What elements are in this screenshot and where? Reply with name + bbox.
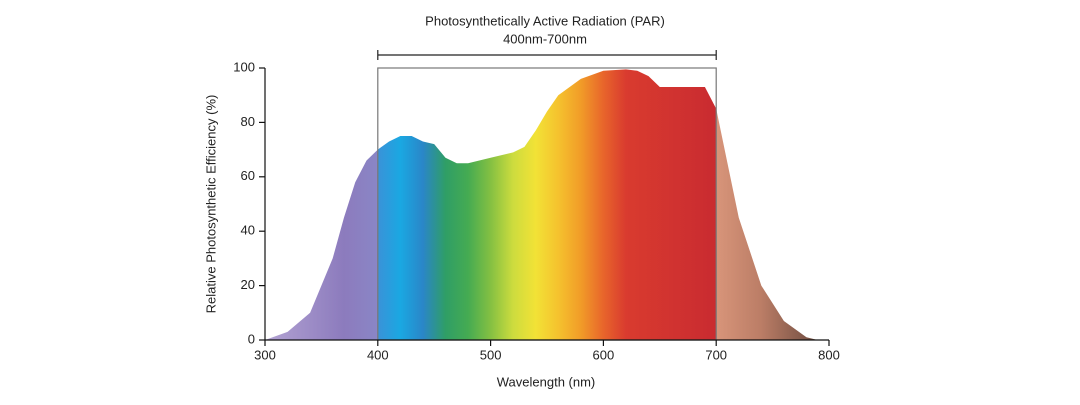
y-axis-label: Relative Photosynthetic Efficiency (%) [203,95,218,314]
annotation-title: Photosynthetically Active Radiation (PAR… [425,13,665,28]
y-tick-label: 60 [241,168,255,183]
x-tick-label: 400 [367,347,389,362]
x-axis-label: Wavelength (nm) [497,374,596,389]
area [265,69,818,341]
x-tick-label: 800 [818,347,840,362]
y-tick-label: 100 [233,59,255,74]
y-tick-label: 0 [248,331,255,346]
x-tick-label: 700 [705,347,727,362]
x-tick-label: 600 [593,347,615,362]
annotation-subtitle: 400nm-700nm [503,31,587,46]
y-tick-label: 80 [241,114,255,129]
y-tick-label: 40 [241,223,255,238]
x-tick-label: 300 [254,347,276,362]
x-tick-label: 500 [480,347,502,362]
y-tick-label: 20 [241,277,255,292]
